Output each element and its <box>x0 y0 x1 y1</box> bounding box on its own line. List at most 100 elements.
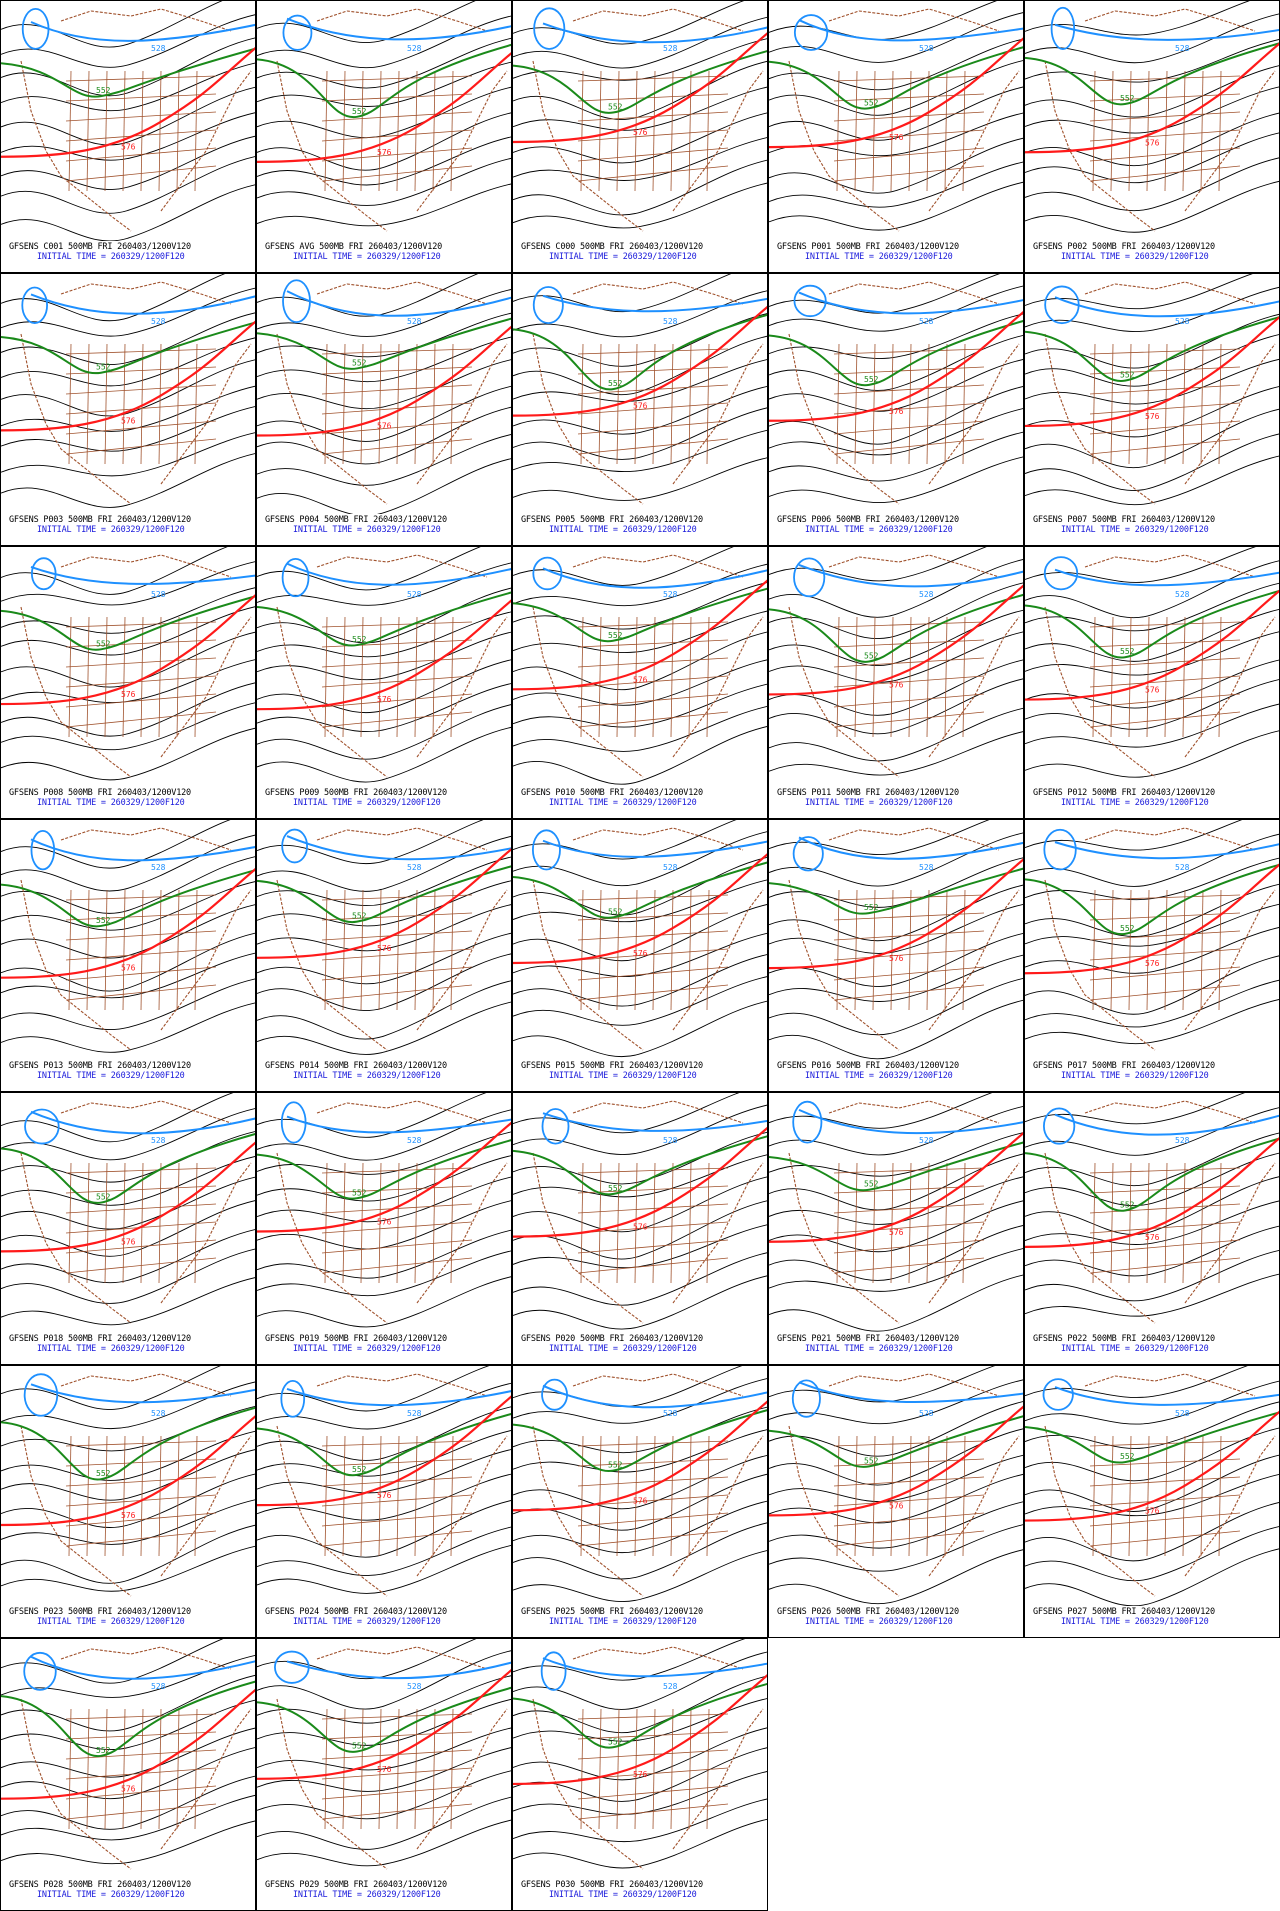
state-border <box>1089 384 1241 395</box>
height-contour-line <box>513 1154 767 1198</box>
height-contour-line <box>1 904 255 959</box>
contour-576-line <box>1 320 255 432</box>
state-border <box>432 1708 436 1830</box>
ensemble-member-panel: 528 552 576 GFSENS C001 500MB FRI 260403/12… <box>0 0 256 273</box>
state-border <box>833 984 985 1001</box>
height-contour-line <box>257 683 511 733</box>
state-border <box>1200 70 1204 192</box>
geopotential-height-map: 528 552 576 <box>1 820 255 1053</box>
state-border <box>833 384 985 395</box>
state-border <box>450 343 454 465</box>
initial-time-label: INITIAL TIME = 260329/1200F120 <box>37 1344 185 1354</box>
state-border <box>580 616 584 738</box>
ensemble-member-panel: 528 552 576 GFSENS P020 500MB FRI 260403/12… <box>512 1092 768 1365</box>
state-border <box>577 402 729 415</box>
height-contour-line <box>1 274 226 322</box>
contour-552-line <box>513 861 767 919</box>
state-border <box>1110 889 1114 1011</box>
height-contour-line <box>513 1522 767 1580</box>
state-border <box>926 70 930 192</box>
state-border <box>321 420 473 435</box>
coastline <box>532 1646 764 1870</box>
height-contour-line <box>513 1798 767 1842</box>
height-contour-line <box>769 274 1001 314</box>
state-border <box>652 1708 656 1830</box>
contour-528-line <box>30 21 255 42</box>
height-contour-line <box>513 1550 767 1602</box>
contour-552-line <box>257 1413 511 1477</box>
state-border <box>65 1731 217 1740</box>
state-border <box>833 675 985 688</box>
state-border <box>670 70 674 192</box>
height-contour-line <box>1 156 255 214</box>
height-contour-line <box>513 274 732 313</box>
state-border <box>65 1239 217 1254</box>
height-contour-line <box>769 678 1023 735</box>
contour-576-line <box>513 305 767 417</box>
height-contour-line <box>1025 39 1279 83</box>
height-contour-line <box>769 1093 993 1129</box>
initial-time-label: INITIAL TIME = 260329/1200F120 <box>549 525 697 535</box>
state-border <box>1089 894 1241 901</box>
height-contour-line <box>1 820 231 869</box>
contour-value-label: 576 <box>633 128 648 137</box>
contour-528-line <box>286 562 511 586</box>
state-border <box>1089 366 1241 375</box>
contour-value-label: 528 <box>919 1409 934 1418</box>
contour-value-label: 576 <box>1145 1507 1160 1516</box>
state-border <box>321 693 473 708</box>
height-contour-line <box>1025 180 1279 233</box>
height-contour-line <box>769 359 1023 412</box>
state-border <box>577 1257 729 1274</box>
state-border <box>1089 1440 1241 1447</box>
height-contour-line <box>513 879 767 923</box>
ensemble-member-panel: 528 552 576 GFSENS P012 500MB FRI 260403/12… <box>1024 546 1280 819</box>
state-border <box>65 1785 217 1800</box>
state-border <box>1089 948 1241 961</box>
height-contour-line <box>769 86 1023 141</box>
panel-title: GFSENS P027 500MB FRI 260403/1200V120 <box>1033 1607 1215 1617</box>
contour-value-label: 552 <box>608 1184 623 1193</box>
state-border <box>321 657 473 668</box>
state-border <box>432 889 436 1011</box>
state-border <box>321 93 473 102</box>
contour-value-label: 552 <box>96 639 111 648</box>
coastline <box>1044 1100 1276 1324</box>
state-border <box>1182 1435 1186 1557</box>
height-contour-line <box>257 1473 511 1521</box>
state-border <box>122 616 126 738</box>
state-border <box>580 70 584 192</box>
state-border <box>616 889 620 1011</box>
state-border <box>432 1435 436 1557</box>
contour-value-label: 576 <box>377 1765 392 1774</box>
ensemble-member-panel: 528 552 576 GFSENS P006 500MB FRI 260403/12… <box>768 273 1024 546</box>
coastline <box>532 827 764 1051</box>
contour-value-label: 552 <box>352 1465 367 1474</box>
state-border <box>833 1512 985 1527</box>
contour-value-label: 528 <box>663 1682 678 1691</box>
contour-576-line <box>513 1126 767 1238</box>
height-contour-line <box>1 547 228 595</box>
geopotential-height-map: 528 552 576 <box>1 1093 255 1326</box>
state-border <box>577 1239 729 1254</box>
initial-time-label: INITIAL TIME = 260329/1200F120 <box>1061 1071 1209 1081</box>
height-contour-line <box>769 1248 1023 1292</box>
panel-title: GFSENS P002 500MB FRI 260403/1200V120 <box>1033 242 1215 252</box>
height-contour-line <box>513 60 767 121</box>
contour-value-label: 528 <box>151 317 166 326</box>
state-border <box>577 384 729 395</box>
state-border <box>1218 889 1222 1011</box>
panel-title: GFSENS P004 500MB FRI 260403/1200V120 <box>265 515 447 525</box>
ensemble-member-panel: 528 552 576 GFSENS P002 500MB FRI 260403/12… <box>1024 0 1280 273</box>
state-border <box>833 1167 985 1174</box>
contour-value-label: 528 <box>407 317 422 326</box>
state-border <box>577 1458 729 1467</box>
panel-title: GFSENS P021 500MB FRI 260403/1200V120 <box>777 1334 959 1344</box>
contour-value-label: 528 <box>1175 863 1190 872</box>
state-border <box>321 621 473 628</box>
height-contour-line <box>1 1775 255 1830</box>
state-border <box>1146 616 1150 738</box>
contour-value-label: 528 <box>407 863 422 872</box>
state-border <box>324 343 328 465</box>
panel-title: GFSENS P030 500MB FRI 260403/1200V120 <box>521 1880 703 1890</box>
